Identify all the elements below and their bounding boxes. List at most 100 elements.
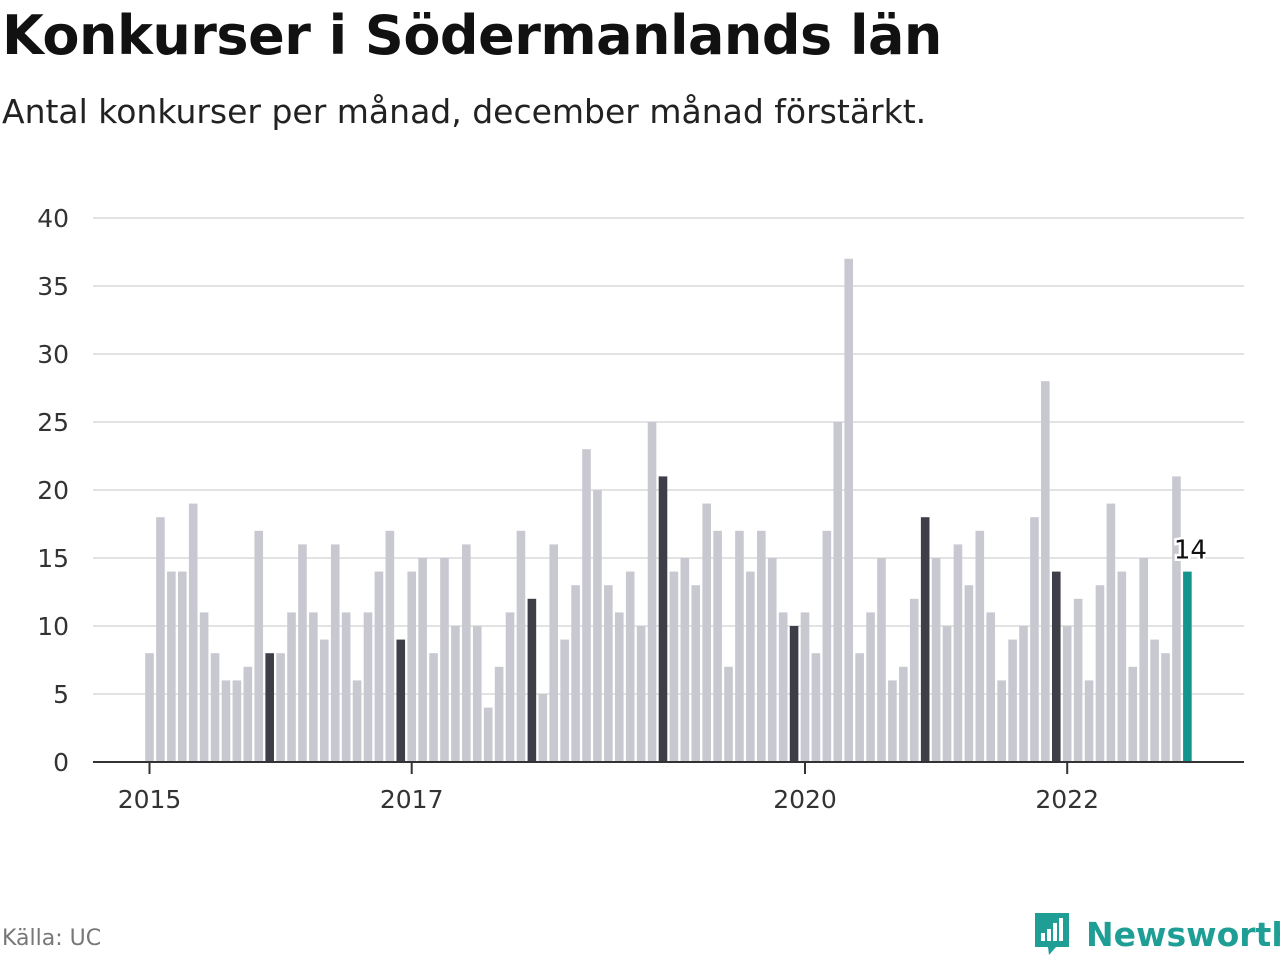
bar (1161, 653, 1170, 762)
bar (560, 639, 569, 762)
x-axis-ticks: 2015 2017 2020 2022 (118, 762, 1099, 814)
bars (145, 258, 1192, 762)
bar (1150, 639, 1159, 762)
bar-december (920, 517, 930, 762)
bar (778, 612, 788, 762)
bar (483, 707, 493, 762)
bar (505, 612, 515, 762)
bar-december (265, 653, 274, 762)
bar (953, 544, 963, 762)
brand-logo: Newsworthy (1032, 910, 1280, 958)
bar (811, 653, 821, 762)
bar (724, 666, 733, 762)
bar (538, 694, 548, 762)
latest-value-label: 14 (1174, 536, 1207, 566)
bar (844, 258, 853, 762)
bar (462, 544, 471, 762)
bar (746, 571, 755, 762)
bar (167, 571, 176, 762)
bar (1172, 476, 1181, 762)
bar-latest (1183, 571, 1192, 762)
bar (330, 544, 340, 762)
bar (549, 544, 559, 762)
bar (374, 571, 384, 762)
bar (614, 612, 624, 762)
x-tick-label: 2017 (380, 785, 444, 814)
bar (418, 558, 427, 762)
bar (341, 612, 351, 762)
bar (494, 666, 504, 762)
chart-title: Konkurser i Södermanlands län (2, 4, 942, 67)
bar (1106, 503, 1116, 762)
bar (866, 612, 875, 762)
y-tick-label: 5 (53, 680, 69, 709)
bar (298, 544, 307, 762)
bar (320, 639, 329, 762)
bar (931, 558, 941, 762)
bar (855, 653, 864, 762)
chart-subtitle: Antal konkurser per månad, december måna… (2, 92, 927, 131)
bar (363, 612, 373, 762)
bar (309, 612, 318, 762)
bar (385, 530, 395, 762)
bar (735, 530, 744, 762)
bar (909, 598, 919, 762)
source-note: Källa: UC (2, 926, 102, 951)
y-axis-labels: 0 5 10 15 20 25 30 35 40 (37, 204, 69, 777)
bar (451, 626, 460, 762)
bar (593, 490, 602, 762)
bar (767, 558, 777, 762)
bar (1128, 666, 1138, 762)
annotations: 14 (1171, 533, 1209, 568)
bar (757, 530, 766, 762)
bar (221, 680, 231, 762)
bar (1139, 558, 1148, 762)
bar (822, 530, 832, 762)
y-tick-label: 25 (37, 408, 69, 437)
bar (1084, 680, 1094, 762)
bar (1030, 517, 1039, 762)
y-tick-label: 30 (37, 340, 69, 369)
bar (625, 571, 635, 762)
bar (472, 626, 482, 762)
x-tick-label: 2015 (118, 785, 182, 814)
bar (429, 653, 438, 762)
y-tick-label: 10 (37, 612, 69, 641)
bar (571, 585, 580, 762)
bar (877, 558, 886, 762)
bar (243, 666, 253, 762)
bar (669, 571, 679, 762)
y-tick-label: 20 (37, 476, 69, 505)
bar (1019, 626, 1028, 762)
bar (1095, 585, 1105, 762)
bar (604, 585, 613, 762)
bar (691, 585, 701, 762)
bar (942, 626, 952, 762)
bar (276, 653, 285, 762)
bar (156, 517, 165, 762)
y-tick-label: 35 (37, 272, 69, 301)
bar (254, 530, 264, 762)
bar (1062, 626, 1072, 762)
bar (833, 422, 843, 762)
bar (800, 612, 810, 762)
bar (997, 680, 1006, 762)
bar (177, 571, 187, 762)
bar (899, 666, 908, 762)
bar (145, 653, 154, 762)
bar-december (789, 626, 799, 762)
bar (199, 612, 209, 762)
bar (352, 680, 362, 762)
bar-december (527, 598, 537, 762)
bar (680, 558, 690, 762)
bar (647, 422, 657, 762)
bar-december (396, 639, 406, 762)
x-tick-label: 2022 (1035, 785, 1099, 814)
bar (975, 530, 985, 762)
bar (964, 585, 974, 762)
bar (1008, 639, 1017, 762)
bar-december (1051, 571, 1061, 762)
x-tick-label: 2020 (773, 785, 837, 814)
bar (636, 626, 646, 762)
